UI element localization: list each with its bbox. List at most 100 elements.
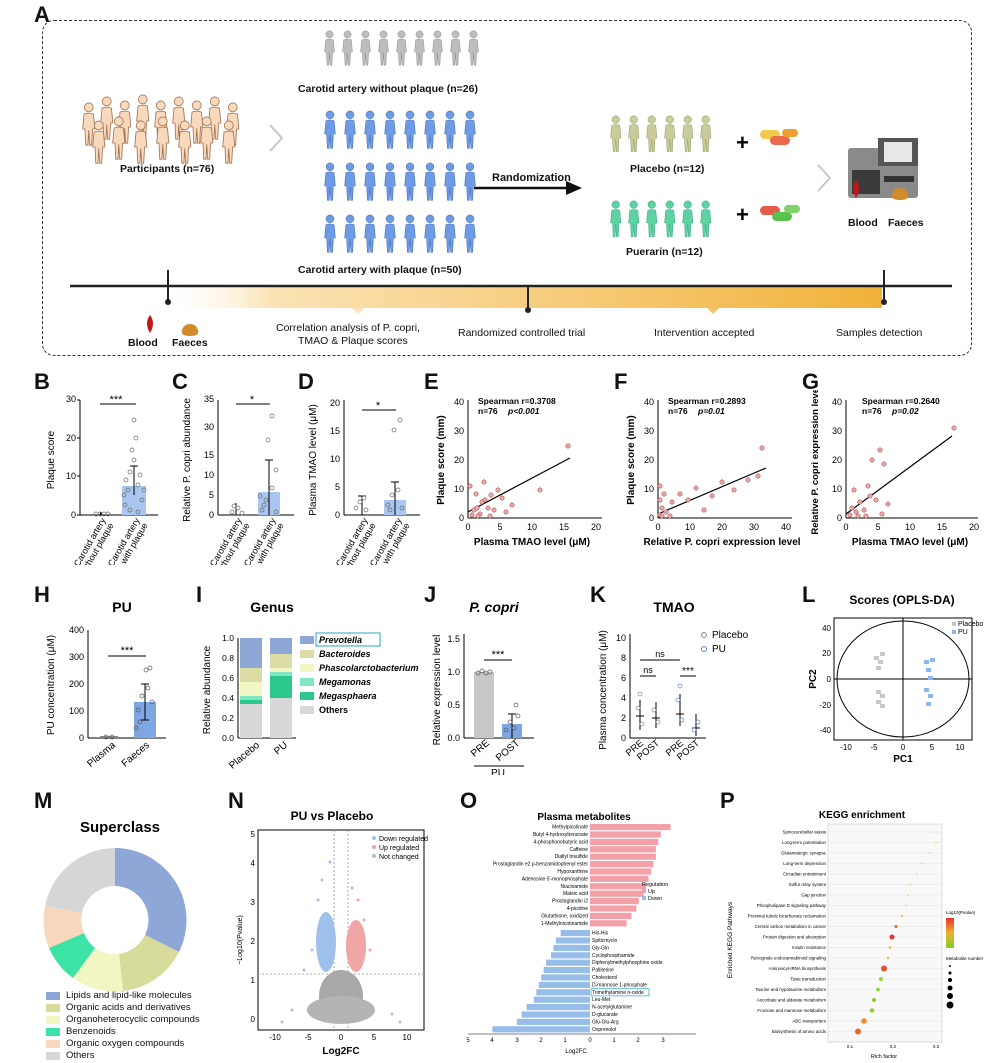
pathway-point — [881, 965, 887, 972]
panel-label-f: F — [614, 369, 628, 394]
svg-text:Plasma TMAO level (μM): Plasma TMAO level (μM) — [474, 537, 590, 548]
panel-a-graphics: + + — [70, 30, 952, 336]
svg-text:20: 20 — [832, 455, 842, 465]
svg-text:−Log10(Pvalue): −Log10(Pvalue) — [237, 915, 244, 965]
panel-label-g: G — [802, 369, 820, 394]
svg-text:Log10(Pvalue): Log10(Pvalue) — [946, 910, 976, 915]
down-metabolite-label: Cyclophosphamide — [592, 953, 635, 959]
pathway-point — [905, 904, 907, 907]
svg-text:15: 15 — [204, 450, 214, 460]
svg-text:1: 1 — [251, 976, 256, 985]
svg-text:0: 0 — [655, 522, 660, 532]
pathway-label: Protein digestion and absorption — [763, 935, 827, 940]
panel-label-e: E — [424, 369, 439, 394]
svg-text:-10: -10 — [269, 1033, 281, 1042]
pathway-label: Taurine and hypotaurine metabolism — [755, 987, 826, 992]
svg-text:15: 15 — [937, 522, 947, 532]
down-bar — [560, 930, 590, 937]
svg-text:0.4: 0.4 — [222, 693, 234, 703]
svg-text:-10: -10 — [840, 743, 852, 752]
svg-text:P. copri: P. copri — [469, 599, 520, 615]
faeces-icon-2 — [891, 188, 909, 200]
pathway-point — [872, 998, 876, 1002]
svg-text:5: 5 — [372, 1033, 377, 1042]
panel-label-l: L — [802, 582, 816, 607]
ylabel-b: Plaque score — [46, 430, 57, 489]
panel-m-legend: Lipids and lipid-like molecules Organic … — [46, 990, 200, 1062]
panel-o-chart: Plasma metabolites MethylpicolinateButyl… — [466, 812, 696, 1055]
pathway-point — [935, 841, 937, 844]
svg-text:Plasma TMAO level (μM): Plasma TMAO level (μM) — [852, 537, 968, 548]
down-metabolite-label: N-acetylglutamine — [592, 1005, 632, 1011]
down-metabolite-label: Oxprenolol — [592, 1027, 616, 1033]
svg-text:Down: Down — [648, 896, 662, 902]
pathway-point — [886, 956, 890, 960]
svg-text:6: 6 — [621, 673, 626, 683]
svg-text:30: 30 — [749, 522, 759, 532]
svg-text:*: * — [376, 400, 381, 412]
svg-text:0.5: 0.5 — [447, 700, 460, 710]
panel-l-chart: Scores (OPLS-DA) 40 20 0 -20 -40 -10 -5 0 5 10 P… — [808, 593, 983, 765]
svg-text:Relative P. copri expression l: Relative P. copri expression level — [810, 390, 821, 535]
svg-text:PU concentration (μM): PU concentration (μM) — [46, 635, 57, 735]
pathway-point — [909, 883, 911, 886]
svg-text:300: 300 — [69, 652, 84, 662]
svg-text:15: 15 — [330, 426, 340, 436]
svg-text:0: 0 — [837, 513, 842, 523]
svg-text:PU: PU — [112, 599, 131, 615]
up-metabolite-label: Adenosine 5'-monophosphate — [522, 876, 589, 882]
svg-text:***: *** — [682, 666, 694, 677]
panel-label-i: I — [196, 582, 203, 607]
svg-text:PU: PU — [958, 629, 968, 636]
svg-text:5: 5 — [875, 522, 880, 532]
svg-text:KEGG enrichment: KEGG enrichment — [819, 810, 906, 821]
svg-text:Relative abundance: Relative abundance — [202, 645, 213, 734]
svg-text:0.0: 0.0 — [222, 733, 234, 743]
svg-text:***: *** — [121, 645, 135, 657]
down-bar — [521, 1011, 590, 1018]
svg-text:0.2: 0.2 — [890, 1044, 897, 1049]
svg-text:Down regulated: Down regulated — [379, 836, 428, 843]
svg-text:-5: -5 — [304, 1033, 312, 1042]
svg-text:Scores (OPLS-DA): Scores (OPLS-DA) — [849, 593, 954, 607]
pathway-point — [876, 987, 880, 992]
down-metabolite-label: Gly-Gln — [592, 945, 609, 951]
panel-label-n: N — [228, 788, 244, 813]
svg-text:4: 4 — [621, 693, 626, 703]
svg-text:Spearman r=0.3708: Spearman r=0.3708 — [478, 396, 556, 406]
down-bar — [533, 996, 590, 1003]
pathway-label: Long-term potentiation — [782, 840, 826, 845]
faeces-icon — [181, 324, 199, 336]
svg-text:10: 10 — [685, 522, 695, 532]
up-metabolite-label: Prostaglandin e2 p-benzamidophenyl ester — [493, 862, 588, 868]
panel-label-o: O — [460, 788, 478, 813]
up-metabolite-label: Niacinamide — [560, 884, 588, 890]
up-bar — [590, 846, 656, 853]
svg-text:200: 200 — [69, 679, 84, 689]
svg-text:PRE: PRE — [469, 738, 492, 760]
down-bar — [553, 944, 590, 951]
pathway-label: Phospholipase D signaling pathway — [757, 903, 827, 908]
svg-text:30: 30 — [454, 426, 464, 436]
down-metabolite-label: D-mannose 1-phosphate — [592, 982, 647, 988]
panel-e-chart: 0 10 20 30 40 0 5 10 15 20 Spearman r=0.3708 n=7… — [436, 396, 602, 548]
svg-text:0.6: 0.6 — [222, 673, 234, 683]
sig-b: *** — [110, 394, 124, 406]
svg-text:40: 40 — [781, 522, 791, 532]
up-metabolite-label: Methylpicolinate — [552, 825, 588, 831]
pathway-point — [888, 946, 892, 949]
up-bar — [590, 875, 649, 882]
svg-text:100: 100 — [69, 706, 84, 716]
up-metabolite-label: 1-Methylnicotinamide — [541, 921, 588, 927]
down-bar — [492, 1026, 590, 1033]
svg-text:0: 0 — [335, 510, 340, 520]
pathway-point — [907, 894, 909, 896]
down-metabolite-label: Diphenylmethylphosphine oxide — [592, 960, 663, 966]
down-bar — [516, 1018, 590, 1025]
svg-text:0: 0 — [71, 510, 76, 520]
pathway-label: ABC transporters — [792, 1019, 826, 1024]
svg-text:Plasma: Plasma — [85, 740, 118, 770]
up-bar — [590, 838, 659, 845]
